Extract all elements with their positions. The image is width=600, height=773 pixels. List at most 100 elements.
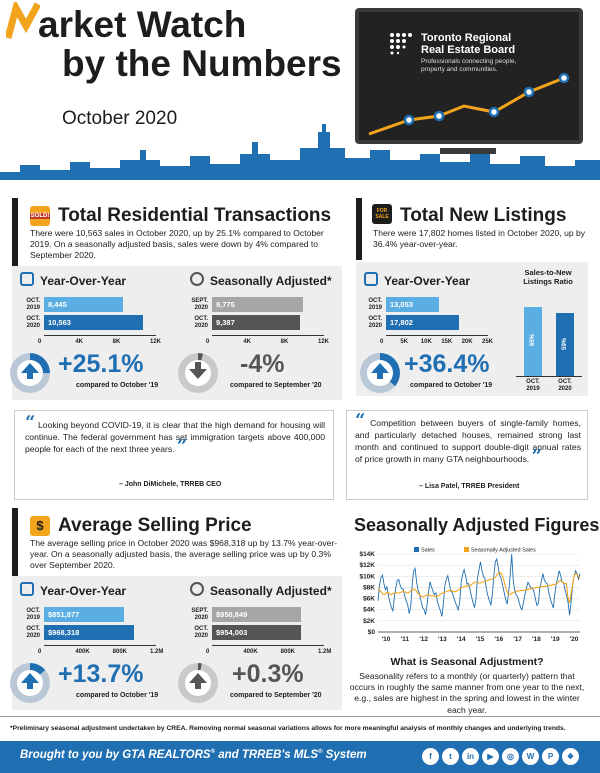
ratio-title: Sales-to-New Listings Ratio (523, 268, 573, 286)
ratio-bar: 59% (556, 313, 574, 376)
listings-yoy-bar: 17,802 (386, 315, 459, 330)
logo-m-mark (4, 0, 42, 42)
price-yoy-bar: $968,318 (44, 625, 135, 640)
chart-x-tick-label: '19 (551, 636, 560, 643)
up-arrow-stem (27, 682, 33, 689)
president-quote-attribution: – Lisa Patel, TRREB President (419, 483, 520, 490)
price-sa-chart: SEPT. 2020 $950,849 OCT. 2020 $954,003 0 400K 80… (182, 603, 342, 663)
city-skyline (0, 124, 600, 180)
seasonal-line-chart: $0 $2K $4K $6K $8K $10K $12K $14K '10 '11 '12 '13 '1… (359, 547, 581, 643)
dropbox-icon[interactable]: ❖ (562, 748, 579, 765)
youtube-icon[interactable]: ▶ (482, 748, 499, 765)
listings-yoy-caption: compared to October '19 (410, 382, 493, 389)
footnote: *Preliminary seasonal adjustment underta… (10, 725, 566, 732)
screen-stand (440, 148, 496, 154)
pinterest-icon[interactable]: P (542, 748, 559, 765)
down-arrow-stem (195, 362, 201, 369)
price-yoy-chart: OCT. 2019 $851,877 OCT. 2020 $968,318 0 400K 800… (14, 603, 174, 663)
sales-sa-caption: compared to September '20 (230, 382, 322, 389)
twitter-icon[interactable]: t (442, 748, 459, 765)
chart-legend-label: Sales (421, 548, 435, 554)
sales-yoy-change: +25.1% (58, 350, 144, 378)
listings-yoy-bar-label: OCT. 2020 (368, 316, 382, 329)
sales-sa-bar-label: OCT. 2020 (194, 316, 208, 329)
section-divider-mark (12, 198, 18, 268)
sales-yoy-tick-label: 4K (75, 339, 83, 345)
listings-yoy-chart: OCT. 2019 13,053 OCT. 2020 17,802 0 5K 10K 15K 20K… (356, 293, 506, 353)
ratio-chart: 65% OCT. 2019 59% OCT. 2020 (514, 290, 586, 396)
sales-yoy-caption: compared to October '19 (76, 382, 159, 389)
ratio-axis (516, 376, 582, 377)
sales-yoy-bar: 8,445 (44, 297, 123, 312)
sales-sa-tick-label: 8K (280, 339, 289, 345)
sales-sa-bar: 9,775 (212, 297, 304, 312)
page-title-line2: by the Numbers (62, 43, 342, 84)
sales-yoy-bar: 10,563 (44, 315, 143, 330)
ceo-quote-attribution: – John DiMichele, TRREB CEO (119, 481, 222, 488)
instagram-icon[interactable]: ◎ (502, 748, 519, 765)
price-sa-bar-label: SEPT. 2020 (191, 608, 208, 621)
footer-rule (0, 716, 600, 717)
price-sa-tick-label: 1.2M (318, 649, 332, 655)
price-yoy-bar-label: OCT. 2020 (26, 626, 40, 639)
sales-sa-tick-label: 0 (206, 339, 210, 345)
calendar-icon (20, 272, 34, 286)
social-links: f t in ▶ ◎ W P ❖ (422, 748, 579, 765)
price-yoy-tick-label: 400K (75, 649, 90, 655)
wordpress-icon[interactable]: W (522, 748, 539, 765)
president-quote-text: Competition between buyers of single-fam… (355, 418, 581, 464)
price-sa-tick-label: 400K (243, 649, 258, 655)
close-quote-icon: ” (176, 436, 188, 457)
price-sa-tick-label: 0 (206, 649, 210, 655)
price-yoy-bar-label: OCT. 2019 (26, 608, 40, 621)
chart-y-tick-label: $8K (363, 584, 375, 591)
leaf-icon (190, 582, 204, 596)
sales-yoy-title: Year-Over-Year (40, 274, 127, 288)
up-arrow-stem (195, 682, 201, 689)
ceo-quote-box: “ Looking beyond COVID-19, it is clear t… (14, 410, 334, 500)
chart-y-tick-label: $2K (363, 618, 375, 625)
chart-y-tick-label: $10K (359, 573, 375, 580)
listings-yoy-tick-label: 0 (380, 339, 384, 345)
price-yoy-change: +13.7% (58, 660, 144, 688)
sales-yoy-tick-label: 12K (150, 339, 162, 345)
board-tagline-line1: Professionals connecting people, (421, 58, 517, 65)
listings-title: Total New Listings (400, 205, 567, 226)
chart-x-tick-label: '20 (570, 636, 579, 643)
chart-x-tick-label: '13 (438, 636, 447, 643)
chart-legend-swatch (414, 547, 419, 552)
up-arrow-stem (27, 372, 33, 379)
listings-yoy-title: Year-Over-Year (384, 274, 471, 288)
listings-yoy-axis (386, 335, 488, 336)
leaf-icon (190, 272, 204, 286)
listings-yoy-tick-label: 10K (420, 339, 432, 345)
chart-x-tick-label: '17 (513, 636, 522, 643)
ratio-bar-label: OCT. 2019 (526, 379, 540, 392)
down-arrow-icon (189, 369, 207, 379)
chart-legend-swatch (464, 547, 469, 552)
sales-title: Total Residential Transactions (58, 205, 332, 226)
price-sa-tick-label: 800K (280, 649, 295, 655)
listings-yoy-tick-label: 5K (400, 339, 409, 345)
listings-yoy-change: +36.4% (404, 350, 490, 378)
linkedin-icon[interactable]: in (462, 748, 479, 765)
open-quote-icon: “ (25, 412, 36, 433)
price-sa-title: Seasonally Adjusted* (210, 584, 332, 598)
listings-yoy-bar-label: OCT. 2019 (368, 298, 382, 311)
price-yoy-title: Year-Over-Year (40, 584, 127, 598)
sold-sign-icon: SOLD! (30, 206, 50, 226)
what-title: What is Seasonal Adjustment? (390, 656, 544, 668)
board-tagline-line2: property and communities. (421, 66, 498, 73)
chart-x-tick-label: '11 (401, 636, 410, 643)
calendar-icon (364, 272, 378, 286)
price-sa-caption: compared to September '20 (230, 692, 322, 699)
chart-x-tick-label: '10 (382, 636, 391, 643)
price-sa-axis (212, 645, 324, 646)
seasonal-title: Seasonally Adjusted Figures (354, 515, 600, 535)
facebook-icon[interactable]: f (422, 748, 439, 765)
price-sa-change: +0.3% (232, 660, 304, 688)
sa-sales-series-line (377, 571, 581, 604)
up-arrow-icon (21, 363, 39, 373)
for-sale-sign-icon: FOR SALE (372, 204, 392, 224)
listings-yoy-tick-label: 15K (441, 339, 453, 345)
